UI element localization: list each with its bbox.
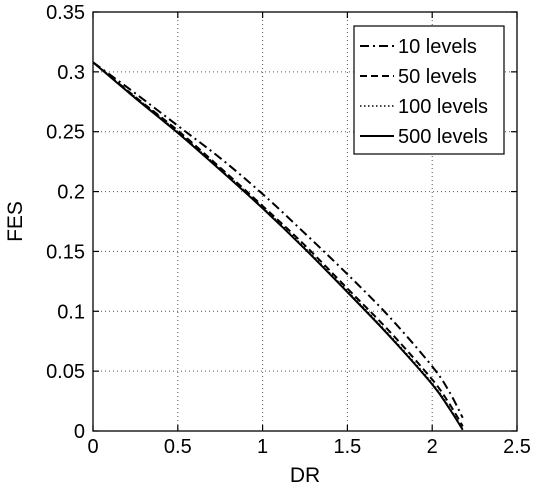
plot-frame — [92, 11, 518, 432]
x-tick-label: 2 — [427, 436, 438, 458]
axis-ticks — [92, 11, 518, 432]
legend-label-100-levels: 100 levels — [398, 96, 488, 118]
series-line-10-levels — [92, 61, 464, 419]
legend-label-50-levels: 50 levels — [398, 66, 477, 88]
legend: 10 levels 50 levels 100 levels 500 levels — [353, 25, 505, 155]
x-axis-label: DR — [290, 464, 320, 487]
grid — [93, 12, 517, 431]
legend-label-10-levels: 10 levels — [398, 36, 477, 58]
series-lines — [92, 61, 464, 431]
series-line-500-levels — [92, 61, 464, 431]
y-tick-label: 0.05 — [46, 361, 85, 383]
y-tick-label: 0.1 — [57, 301, 85, 323]
x-tick-label: 0 — [87, 436, 98, 458]
legend-box — [353, 25, 505, 155]
x-tick-label: 0.5 — [164, 436, 192, 458]
y-tick-label: 0.15 — [46, 241, 85, 263]
x-tick-label: 1.5 — [333, 436, 361, 458]
legend-label-500-levels: 500 levels — [398, 126, 488, 148]
y-tick-label: 0.2 — [57, 182, 85, 204]
y-tick-label: 0.25 — [46, 122, 85, 144]
x-tick-label: 2.5 — [503, 436, 531, 458]
y-tick-label: 0 — [74, 421, 85, 443]
x-tick-labels: 0 0.5 1 1.5 2 2.5 — [87, 436, 530, 458]
y-tick-labels: 0 0.05 0.1 0.15 0.2 0.25 0.3 0.35 — [46, 2, 85, 443]
y-tick-label: 0.3 — [57, 62, 85, 84]
y-axis-label: FES — [4, 201, 27, 242]
x-tick-label: 1 — [257, 436, 268, 458]
y-tick-label: 0.35 — [46, 2, 85, 24]
